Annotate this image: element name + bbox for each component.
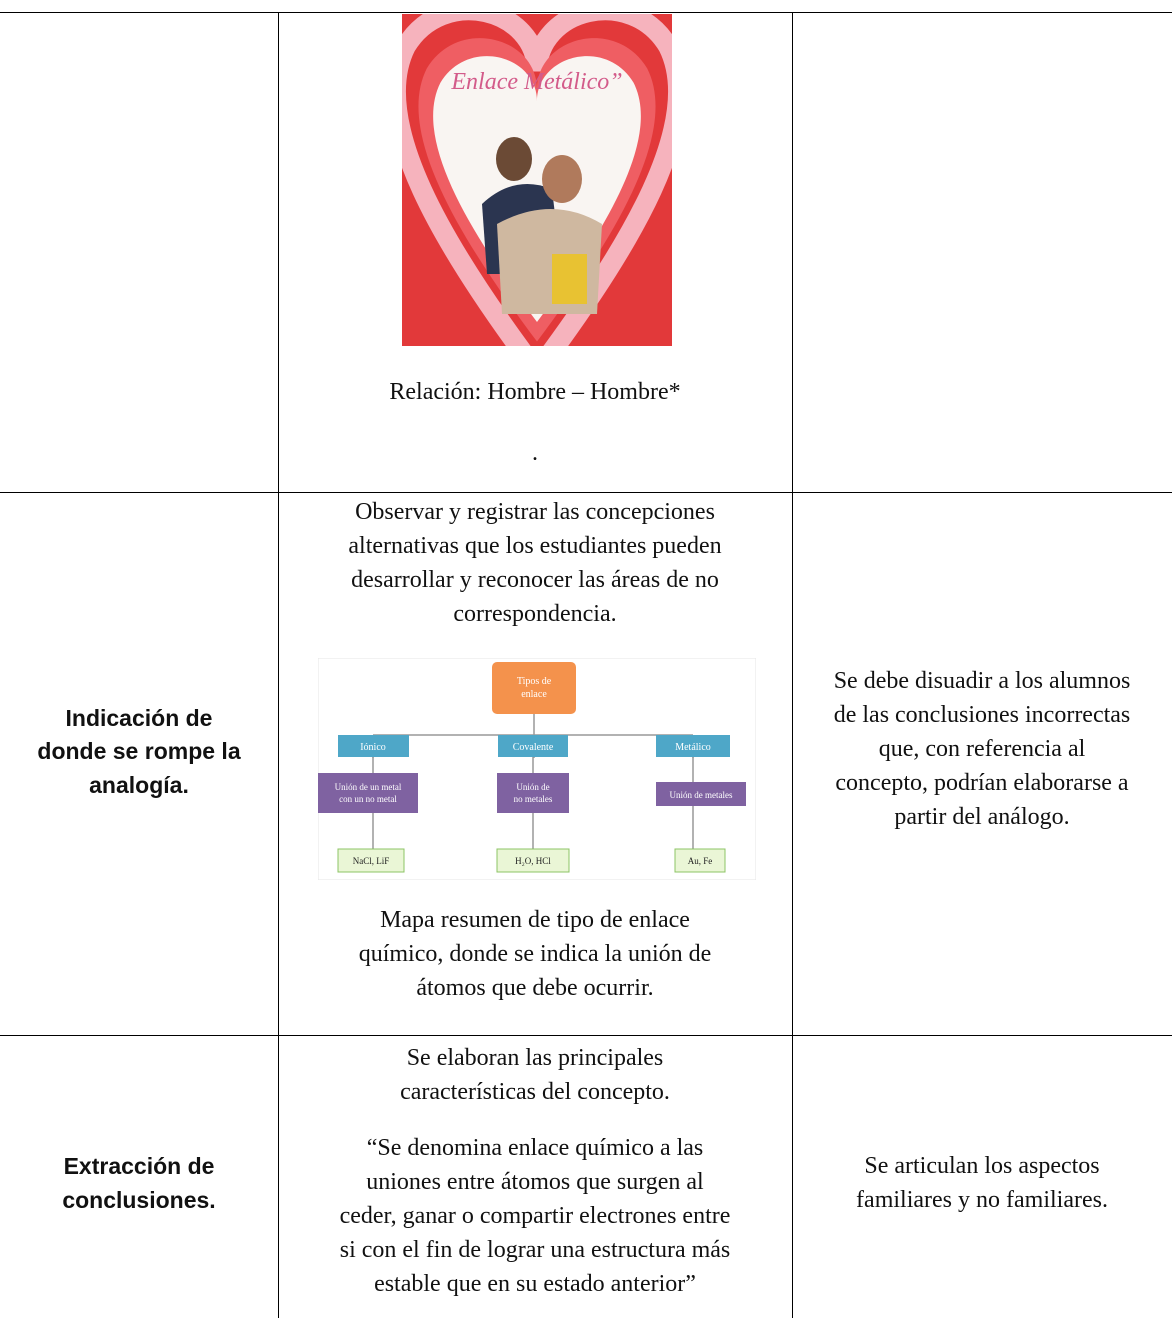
node-label: Iónico [360,742,386,753]
text-line: correspondencia. [453,601,617,627]
text-line: concepto, podrían elaborarse a [835,770,1129,796]
table-border [0,12,1172,13]
node-label: Unión de un metal [335,782,402,792]
heart-photo: Enlace Metálico” [402,14,672,346]
node-label: NaCl, LiF [353,856,390,866]
text-line: alternativas que los estudiantes pueden [348,533,722,559]
text-line: desarrollar y reconocer las áreas de no [351,567,719,593]
text-line: que, con referencia al [878,736,1086,762]
quote-line: uniones entre átomos que surgen al [366,1169,704,1195]
node-label: Unión de [516,782,549,792]
row-label: donde se rompe la [37,738,241,764]
caption: átomos que debe ocurrir. [416,975,654,1001]
text-line: Observar y registrar las concepciones [355,499,715,525]
node-label: H₂O, HCl [515,856,551,866]
row-label: conclusiones. [62,1187,216,1213]
row-label: Extracción de [63,1153,215,1179]
caption: Relación: Hombre – Hombre* [389,379,681,405]
text-line: Se articulan los aspectos [864,1153,1100,1179]
node-label: enlace [521,689,547,700]
caption: . [532,440,538,466]
quote-line: estable que en su estado anterior” [374,1271,696,1297]
row-label: analogía. [89,772,189,798]
row-border [0,492,1172,493]
caption: químico, donde se indica la unión de [358,941,712,967]
quote-line: “Se denomina enlace químico a las [366,1135,704,1161]
bond-map: Tipos de enlace Iónico Covalente Metálic… [318,658,756,880]
text-line: características del concepto. [400,1079,670,1105]
node-label: no metales [514,794,553,804]
text-line: de las conclusiones incorrectas [833,702,1131,728]
node-label: Tipos de [517,676,552,687]
photo-handwriting: Enlace Metálico” [450,69,622,95]
column-border [278,12,279,1318]
column-border [792,12,793,1318]
caption: Mapa resumen de tipo de enlace [380,907,690,933]
quote-line: si con el fin de lograr una estructura m… [339,1237,731,1263]
quote-line: ceder, ganar o compartir electrones entr… [339,1203,731,1229]
text-line: Se debe disuadir a los alumnos [833,668,1131,694]
row-label: Indicación de [65,705,213,731]
node-label: Covalente [513,742,554,753]
text-line: Se elaboran las principales [406,1045,664,1071]
node-label: Metálico [675,742,711,753]
text-line: partir del análogo. [894,804,1070,830]
node-label: con un no metal [339,794,397,804]
row-border [0,1035,1172,1036]
node-label: Unión de metales [670,790,733,800]
text-line: familiares y no familiares. [856,1187,1108,1213]
node-label: Au, Fe [688,856,713,866]
